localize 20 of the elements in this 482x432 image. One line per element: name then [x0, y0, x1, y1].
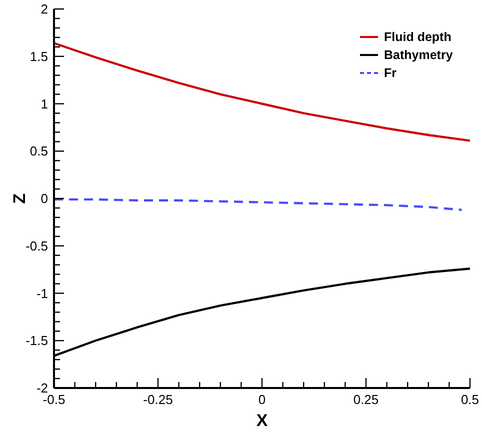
x-tick-label: 0: [258, 392, 266, 407]
x-tick-label: 0.25: [353, 392, 379, 407]
y-tick-label: -2: [36, 380, 48, 396]
y-tick-label: 2: [40, 2, 48, 16]
y-tick-label: -0.5: [26, 238, 48, 254]
y-axis-title: Z: [10, 193, 29, 204]
x-tick-label: 0.5: [460, 392, 480, 407]
legend-label: Fluid depth: [384, 30, 452, 44]
y-tick-label: 1: [40, 96, 48, 112]
line-series: [52, 198, 463, 211]
y-tick-label: -1: [36, 286, 48, 301]
y-tick-label: 0: [40, 191, 48, 206]
legend-label: Bathymetry: [384, 48, 453, 62]
legend-label: Fr: [384, 66, 397, 80]
y-tick-label: -1.5: [26, 333, 48, 348]
y-tick-label: 1.5: [30, 48, 48, 64]
y-tick-label: 0.5: [30, 144, 48, 159]
x-axis-title: X: [256, 411, 268, 430]
line-series: [52, 42, 472, 142]
x-tick-label: -0.25: [143, 392, 173, 407]
